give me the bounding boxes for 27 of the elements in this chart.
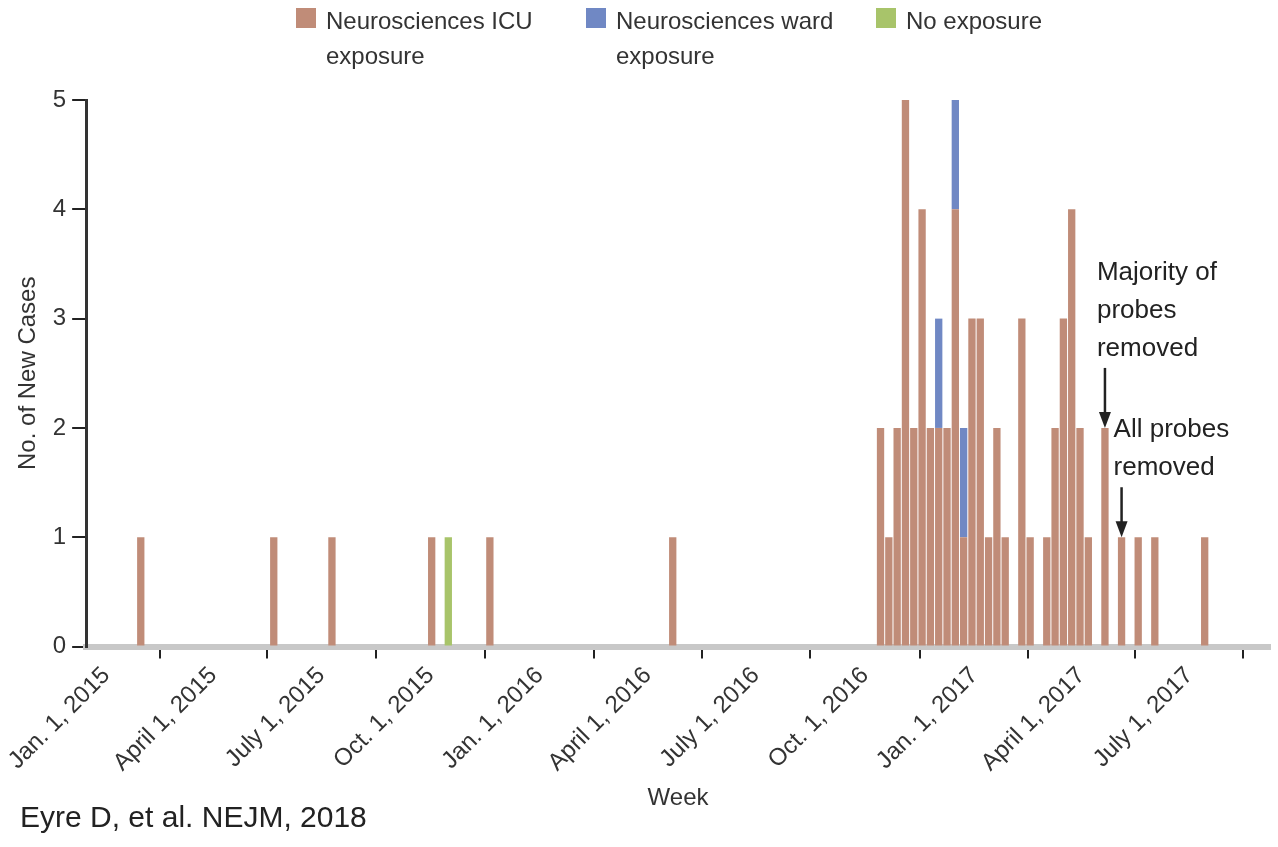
y-tick-label: 1	[52, 521, 67, 549]
bar	[669, 537, 677, 646]
annotation: All probes removed	[1113, 413, 1230, 482]
y-tick-label: 5	[52, 84, 67, 112]
bar	[444, 537, 452, 646]
bar	[935, 318, 943, 428]
bar	[428, 537, 436, 646]
bar	[951, 100, 959, 210]
y-tick-label: 0	[52, 631, 67, 659]
bar	[1134, 537, 1142, 646]
bar	[959, 427, 968, 538]
bar	[1201, 537, 1209, 646]
x-axis-title: Week	[647, 783, 710, 811]
y-tick-label: 2	[52, 412, 67, 440]
bar	[1151, 537, 1159, 646]
legend-label: Neurosciences ward exposure	[615, 6, 835, 71]
bar	[270, 537, 278, 646]
legend-label: No exposure	[905, 6, 1043, 36]
bar	[486, 537, 494, 646]
y-tick-label: 4	[52, 193, 67, 221]
text: Eyre D, et al. NEJM, 2018	[20, 800, 367, 834]
bar	[328, 537, 336, 646]
legend-label: Neurosciences ICU exposure	[325, 6, 534, 71]
bar	[137, 537, 145, 646]
y-tick-label: 3	[52, 303, 67, 331]
annotation: Majority of probes removed	[1096, 256, 1218, 363]
y-axis-title: No. of New Cases	[13, 276, 41, 470]
